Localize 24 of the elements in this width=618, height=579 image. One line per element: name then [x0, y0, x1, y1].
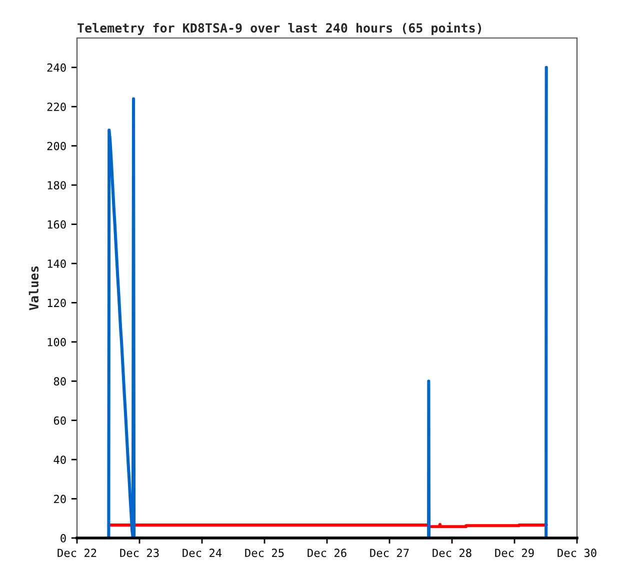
x-tick-label: Dec 23 [120, 548, 159, 558]
y-tick-label: 220 [47, 102, 66, 112]
y-tick-label: 120 [48, 298, 66, 308]
y-tick-label: 0 [60, 534, 66, 542]
chart-title: Telemetry for KD8TSA-9 over last 240 hours (65 points) [78, 22, 482, 36]
y-tick-label: 180 [48, 181, 66, 190]
y-tick-label: 60 [54, 416, 66, 425]
y-tick-label: 40 [54, 456, 66, 464]
x-tick-label: Dec 26 [308, 548, 346, 558]
y-tick-label: 200 [47, 142, 66, 150]
x-tick-label: Dec 30 [558, 548, 596, 558]
x-tick-label: Dec 29 [495, 548, 534, 558]
y-tick-label: 80 [54, 377, 66, 386]
x-tick-label: Dec 22 [58, 548, 96, 558]
x-tick-label: Dec 28 [432, 548, 472, 558]
y-tick-label: 160 [48, 220, 66, 229]
y-tick-label: 240 [47, 63, 66, 72]
y-axis-title: Values [28, 266, 39, 310]
y-tick-label: 140 [48, 259, 66, 268]
x-tick-label: Dec 27 [370, 548, 409, 558]
y-tick-label: 20 [54, 494, 66, 504]
x-tick-label: Dec 25 [245, 548, 284, 558]
x-tick-label: Dec 24 [182, 548, 222, 558]
y-tick-label: 100 [48, 338, 66, 346]
